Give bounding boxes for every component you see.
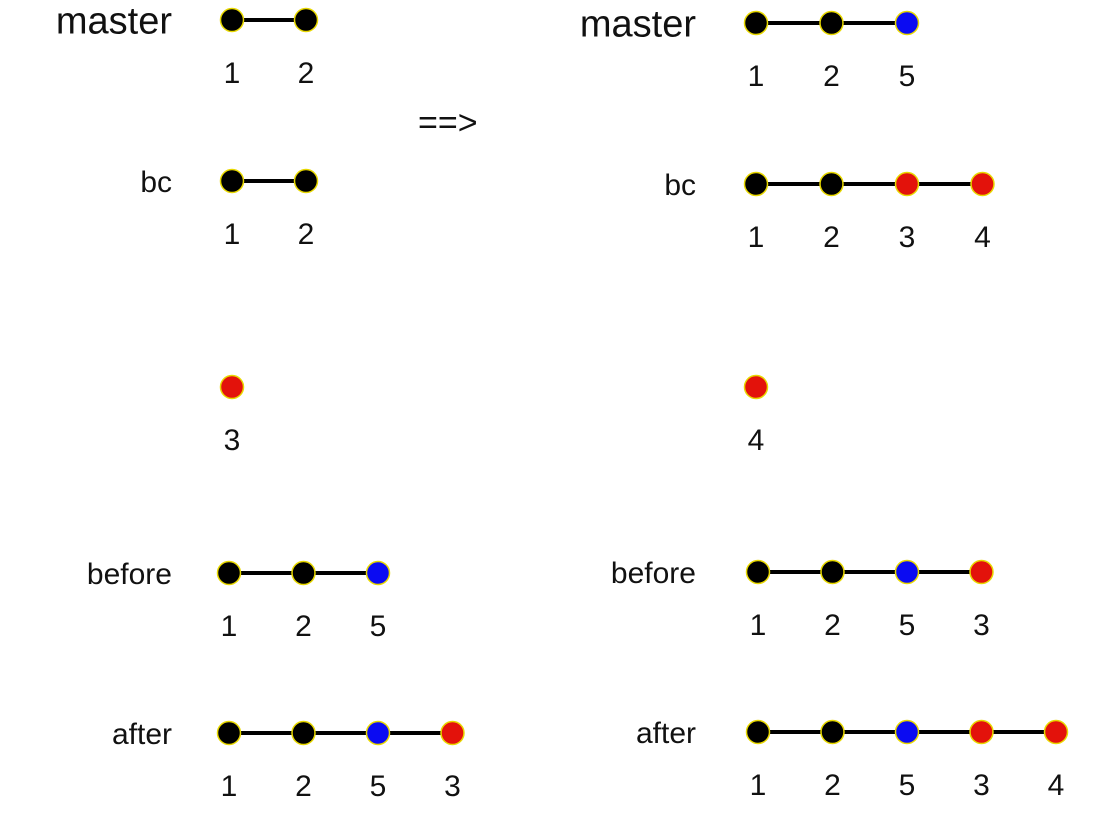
commit-node-3 — [219, 374, 245, 400]
commit-id-5: 5 — [370, 610, 387, 643]
commit-node-1 — [745, 719, 771, 745]
commit-id-3: 3 — [224, 424, 241, 457]
commit-node-5 — [365, 720, 391, 746]
left-row-floating: 3 — [219, 374, 245, 457]
commit-id-3: 3 — [973, 769, 990, 802]
commit-node-5 — [894, 719, 920, 745]
commit-node-3 — [969, 559, 994, 585]
commit-id-4: 4 — [748, 424, 765, 457]
commit-node-2 — [291, 720, 316, 746]
commit-node-5 — [894, 559, 920, 585]
commit-node-2 — [293, 7, 319, 33]
commit-node-2 — [819, 10, 844, 36]
left-panel: master 1 2 bc 1 2 3 before 1 2 5 after 1 2 5 3 — [56, 1, 465, 803]
branch-label-master: master — [56, 1, 172, 43]
commit-id-3: 3 — [973, 609, 990, 642]
commit-id-3: 3 — [444, 770, 461, 803]
commit-id-2: 2 — [298, 57, 315, 90]
commit-node-2 — [293, 168, 319, 194]
commit-id-4: 4 — [974, 221, 991, 254]
commit-id-1: 1 — [748, 221, 765, 254]
left-row-bc: bc 1 2 — [140, 166, 319, 251]
left-row-master: master 1 2 — [56, 1, 319, 90]
left-row-after: after 1 2 5 3 — [112, 718, 465, 803]
commit-node-5 — [894, 10, 920, 36]
commit-id-1: 1 — [221, 770, 238, 803]
commit-node-4 — [1043, 719, 1069, 745]
branch-label-bc: bc — [664, 169, 696, 202]
commit-node-3 — [969, 719, 994, 745]
commit-node-1 — [216, 720, 242, 746]
commit-id-5: 5 — [899, 60, 916, 93]
right-row-floating: 4 — [743, 374, 769, 457]
branch-label-before: before — [611, 557, 696, 590]
commit-id-1: 1 — [750, 769, 767, 802]
transform-arrow: ==> — [418, 104, 478, 142]
commit-id-1: 1 — [221, 610, 238, 643]
commit-node-1 — [219, 7, 245, 33]
branch-label-after: after — [636, 717, 696, 750]
commit-node-4 — [743, 374, 769, 400]
commit-node-3 — [894, 171, 920, 197]
branch-label-after: after — [112, 718, 172, 751]
commit-node-5 — [365, 560, 391, 586]
commit-id-2: 2 — [295, 770, 312, 803]
right-row-bc: bc 1 2 3 4 — [664, 169, 995, 254]
commit-id-2: 2 — [824, 609, 841, 642]
commit-node-2 — [820, 719, 845, 745]
commit-id-5: 5 — [899, 609, 916, 642]
commit-node-2 — [819, 171, 844, 197]
commit-id-1: 1 — [224, 57, 241, 90]
commit-id-2: 2 — [298, 218, 315, 251]
commit-node-1 — [216, 560, 242, 586]
commit-id-2: 2 — [823, 221, 840, 254]
commit-node-1 — [743, 10, 769, 36]
branch-label-bc: bc — [140, 166, 172, 199]
left-row-before: before 1 2 5 — [87, 558, 391, 643]
branch-label-before: before — [87, 558, 172, 591]
commit-id-1: 1 — [224, 218, 241, 251]
right-row-before: before 1 2 5 3 — [611, 557, 994, 642]
commit-id-1: 1 — [750, 609, 767, 642]
commit-id-3: 3 — [899, 221, 916, 254]
commit-node-3 — [440, 720, 465, 746]
commit-id-1: 1 — [748, 60, 765, 93]
commit-id-2: 2 — [824, 769, 841, 802]
right-row-after: after 1 2 5 3 4 — [636, 717, 1069, 802]
commit-node-1 — [219, 168, 245, 194]
commit-node-4 — [970, 171, 995, 197]
commit-id-2: 2 — [295, 610, 312, 643]
right-panel: master 1 2 5 bc 1 2 3 4 4 before 1 2 5 3 after 1 2 5 3 4 — [580, 4, 1069, 802]
commit-node-1 — [745, 559, 771, 585]
commit-id-5: 5 — [370, 770, 387, 803]
commit-id-2: 2 — [823, 60, 840, 93]
commit-id-4: 4 — [1048, 769, 1065, 802]
commit-node-1 — [743, 171, 769, 197]
commit-node-2 — [291, 560, 316, 586]
commit-node-2 — [820, 559, 845, 585]
commit-id-5: 5 — [899, 769, 916, 802]
branch-label-master: master — [580, 4, 696, 46]
right-row-master: master 1 2 5 — [580, 4, 920, 93]
